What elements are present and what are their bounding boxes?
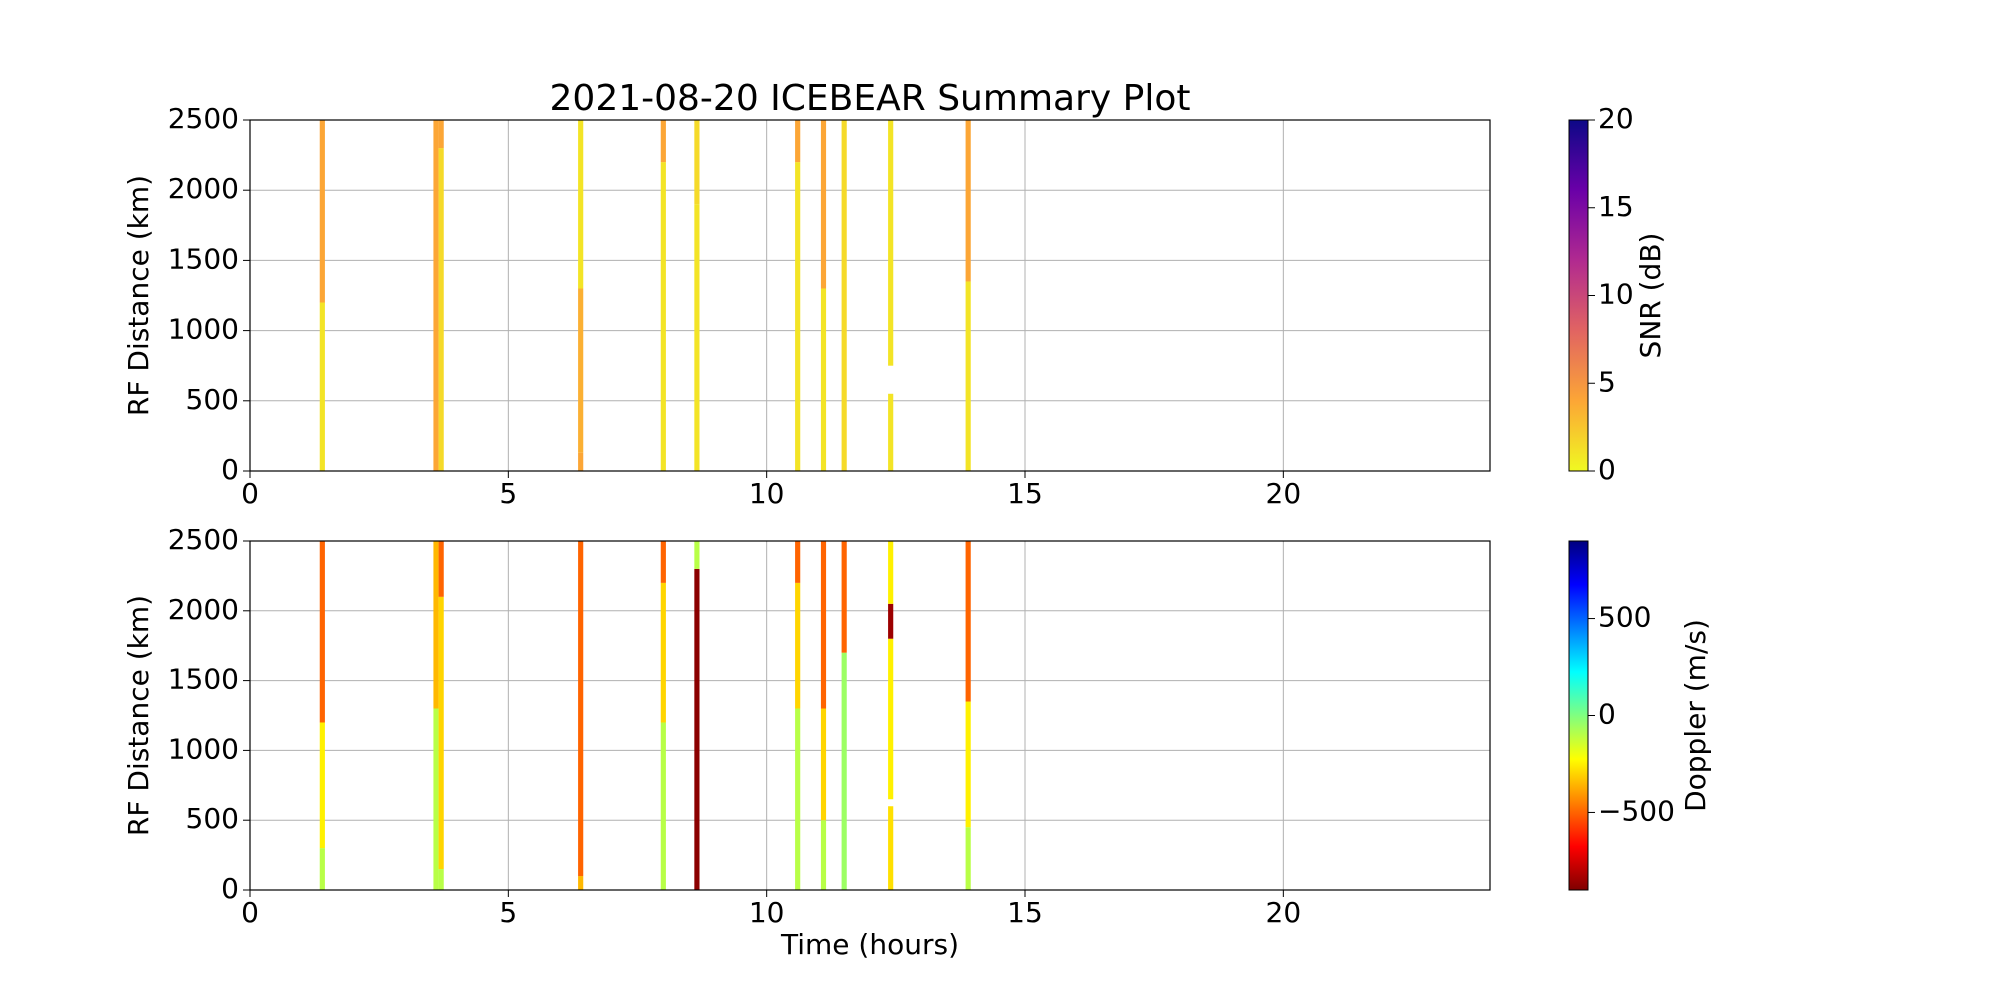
data-strip — [660, 162, 666, 471]
y-tick-label: 1500 — [168, 242, 239, 275]
data-strip — [841, 541, 847, 653]
y-axis-label: RF Distance (km) — [122, 175, 155, 416]
data-strip — [965, 827, 971, 890]
data-strip — [888, 541, 894, 604]
data-strip — [888, 120, 894, 366]
data-strip — [795, 541, 801, 583]
data-strip — [578, 876, 584, 890]
colorbar-label: Doppler (m/s) — [1679, 619, 1712, 812]
x-tick-label: 10 — [749, 896, 785, 929]
y-tick-label: 500 — [186, 383, 239, 416]
data-strip — [841, 652, 847, 890]
y-tick-label: 1000 — [168, 732, 239, 765]
y-tick-label: 0 — [221, 453, 239, 486]
x-tick-label: 5 — [499, 477, 517, 510]
data-strip — [795, 708, 801, 890]
y-tick-label: 2000 — [168, 593, 239, 626]
y-tick-label: 1500 — [168, 663, 239, 696]
data-strip — [820, 120, 827, 289]
y-tick-label: 1000 — [168, 313, 239, 346]
data-strip — [795, 162, 801, 471]
data-strip — [319, 848, 325, 890]
colorbar-tick-label: 0 — [1598, 698, 1616, 731]
data-strip — [578, 288, 584, 453]
data-strip — [433, 541, 439, 709]
chart-title: 2021-08-20 ICEBEAR Summary Plot — [550, 78, 1191, 119]
data-strip — [438, 120, 444, 149]
data-strip — [319, 722, 325, 849]
data-strip — [433, 708, 439, 890]
y-tick-label: 0 — [221, 872, 239, 905]
data-strip — [660, 582, 666, 723]
data-strip — [578, 541, 584, 877]
y-tick-label: 2000 — [168, 172, 239, 205]
axes-frame — [249, 540, 1491, 891]
data-strip — [438, 596, 444, 870]
data-strip — [965, 701, 971, 828]
y-tick-label: 2500 — [168, 523, 239, 556]
colorbar-tick-label: 0 — [1598, 453, 1616, 486]
data-strip — [694, 204, 700, 472]
data-strip — [319, 302, 325, 471]
data-strip — [660, 120, 666, 163]
data-strip — [841, 120, 847, 471]
data-strip — [888, 638, 894, 800]
data-strip — [820, 820, 827, 890]
axes-frame — [249, 119, 1491, 472]
data-strip — [888, 393, 894, 471]
colorbar-tick-label: 500 — [1598, 601, 1651, 634]
x-tick-label: 0 — [241, 896, 259, 929]
colorbar-tick-label: 15 — [1598, 190, 1634, 223]
x-tick-label: 15 — [1007, 477, 1043, 510]
x-axis-label: Time (hours) — [780, 928, 959, 961]
x-tick-label: 10 — [749, 477, 785, 510]
data-strip — [820, 541, 827, 709]
data-strip — [965, 120, 971, 282]
colorbar-tick-label: 20 — [1598, 102, 1634, 135]
data-strip — [795, 120, 801, 163]
data-strip — [660, 722, 666, 890]
data-strip — [578, 452, 584, 471]
x-tick-label: 20 — [1266, 896, 1302, 929]
data-strip — [820, 708, 827, 821]
colorbar-tick-label: 5 — [1598, 365, 1616, 398]
data-strip — [438, 541, 444, 597]
y-tick-label: 2500 — [168, 102, 239, 135]
data-strip — [438, 869, 444, 890]
data-strip — [795, 582, 801, 709]
data-strip — [965, 281, 971, 471]
data-strip — [888, 603, 894, 639]
x-tick-label: 20 — [1266, 477, 1302, 510]
data-strip — [694, 541, 700, 569]
x-tick-label: 15 — [1007, 896, 1043, 929]
data-strip — [438, 148, 444, 471]
data-strip — [319, 120, 325, 303]
colorbar — [1568, 540, 1589, 891]
data-strip — [319, 541, 325, 723]
data-strip — [660, 541, 666, 583]
colorbar-label: SNR (dB) — [1634, 233, 1667, 359]
x-tick-label: 0 — [241, 477, 259, 510]
x-tick-label: 5 — [499, 896, 517, 929]
y-axis-label: RF Distance (km) — [122, 595, 155, 836]
data-strip — [433, 120, 439, 471]
data-strip — [694, 120, 700, 205]
colorbar-tick-label: 10 — [1598, 278, 1634, 311]
y-tick-label: 500 — [186, 802, 239, 835]
colorbar — [1568, 119, 1589, 472]
data-strip — [820, 288, 827, 471]
data-strip — [694, 568, 700, 890]
data-strip — [888, 806, 894, 890]
data-strip — [965, 541, 971, 702]
data-strip — [578, 120, 584, 289]
colorbar-tick-label: −500 — [1598, 794, 1675, 827]
